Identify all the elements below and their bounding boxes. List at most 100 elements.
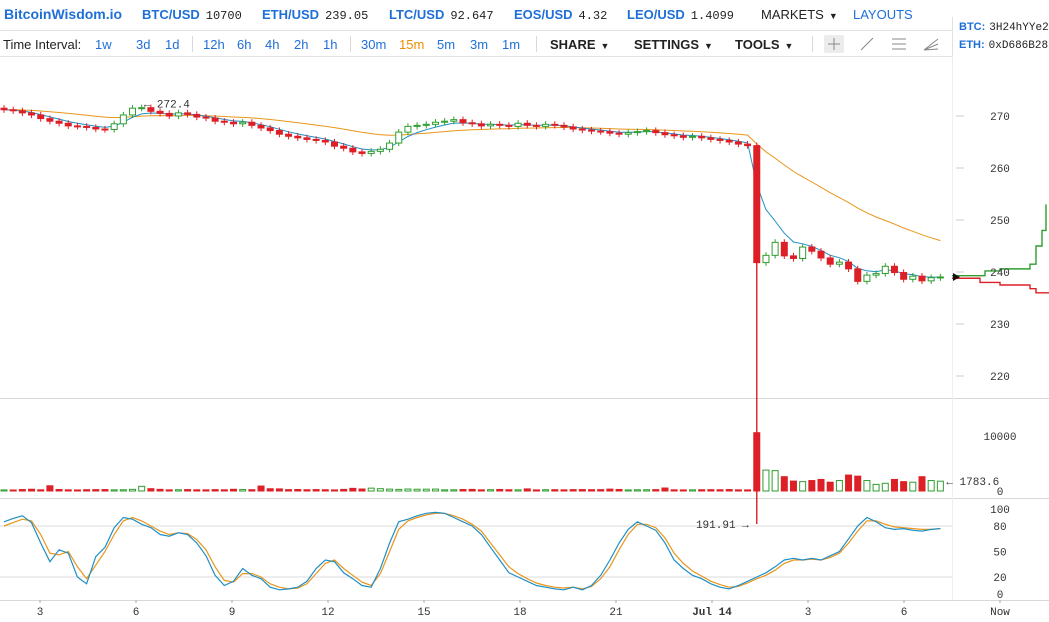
candle-body [450, 119, 458, 122]
interval-1d[interactable]: 1d [165, 37, 180, 52]
interval-1m[interactable]: 1m [502, 37, 521, 52]
candle-body [789, 255, 797, 259]
ticker-leo[interactable]: LEO/USD 1.4099 [627, 7, 735, 23]
volume-bar [505, 489, 513, 492]
candlesticks [0, 104, 944, 285]
volume-bar [707, 489, 715, 492]
candle-body [248, 121, 256, 126]
volume-bar [450, 489, 458, 492]
volume-bar [890, 478, 898, 492]
volume-bar [496, 488, 504, 492]
candle [845, 259, 853, 272]
candle-body [330, 141, 338, 147]
volume-bar [477, 489, 485, 492]
candle [110, 120, 118, 133]
time-interval-label: Time Interval: [3, 37, 82, 52]
volume-bar [597, 489, 605, 492]
candle-body [174, 112, 182, 117]
volume-bar [468, 488, 476, 492]
volume-bar [321, 489, 329, 492]
fan-icon[interactable] [921, 35, 941, 53]
eth-address[interactable]: ETH: 0xD686B28 [959, 39, 1049, 52]
trading-chart[interactable]: 220 230 240 250 260 270 0 10000 0 20 50 80 100 3 6 9 12 1… [0, 57, 1049, 622]
interval-15m[interactable]: 15m [399, 37, 425, 52]
volume-bar [817, 478, 825, 492]
interval-3d[interactable]: 3d [136, 37, 151, 52]
interval-30m[interactable]: 30m [361, 37, 387, 52]
price-tick-label: 260 [990, 164, 1010, 176]
interval-1w[interactable]: 1w [95, 37, 112, 52]
candle-body [358, 151, 366, 154]
chevron-down-icon: ▼ [704, 41, 713, 51]
candle [165, 110, 173, 120]
chevron-down-icon: ▼ [784, 41, 794, 51]
interval-1h[interactable]: 1h [323, 37, 338, 52]
candle [73, 122, 81, 130]
volume-tick-label: 10000 [983, 432, 1016, 444]
candle-body [413, 124, 421, 127]
candle-body [606, 131, 614, 134]
candle-body [560, 124, 568, 128]
volume-bar [386, 488, 394, 492]
candle [487, 121, 495, 129]
volume-bar [110, 489, 118, 492]
crosshair-icon[interactable] [824, 35, 844, 53]
candle [588, 126, 596, 135]
tools-menu[interactable]: TOOLS ▼ [735, 37, 794, 52]
interval-12h[interactable]: 12h [203, 37, 225, 52]
interval-4h[interactable]: 4h [265, 37, 280, 52]
ticker-ltc[interactable]: LTC/USD 92.647 [389, 7, 494, 23]
candle [312, 136, 320, 144]
candle [927, 274, 935, 284]
bid-depth-line [952, 204, 1047, 277]
volume-bar [184, 489, 192, 492]
candle [689, 133, 696, 141]
candle-body [734, 141, 742, 145]
volume-bar [716, 489, 724, 492]
trendline-icon[interactable] [857, 35, 877, 53]
candle-body [569, 126, 577, 130]
volume-bar [900, 481, 908, 492]
btc-address[interactable]: BTC: 3H24hYYe2 [959, 21, 1049, 34]
volume-bar [294, 489, 302, 492]
share-menu[interactable]: SHARE ▼ [550, 37, 610, 52]
candle-body [9, 109, 17, 112]
candle [156, 108, 164, 117]
candle [55, 118, 63, 127]
interval-3m[interactable]: 3m [470, 37, 489, 52]
ticker-eth[interactable]: ETH/USD 239.05 [262, 7, 369, 23]
candle-body [780, 241, 788, 257]
candle [881, 263, 889, 277]
candle [266, 124, 274, 134]
volume-bar [422, 488, 430, 492]
interval-6h[interactable]: 6h [237, 37, 252, 52]
volume-bar [532, 489, 540, 492]
candle [652, 127, 660, 136]
donation-box: BTC: 3H24hYYe2 ETH: 0xD686B28 [952, 17, 1049, 57]
candle-body [404, 125, 412, 133]
interval-2h[interactable]: 2h [294, 37, 309, 52]
fibonacci-icon[interactable] [889, 35, 909, 53]
candle-body [578, 128, 586, 131]
candle [578, 125, 586, 134]
candle-body [845, 261, 853, 270]
stoch-tick-label: 0 [997, 590, 1004, 602]
divider [350, 36, 351, 52]
ticker-btc[interactable]: BTC/USD 10700 [142, 7, 242, 23]
logo[interactable]: BitcoinWisdom.io [4, 6, 123, 22]
volume-bar [771, 470, 779, 492]
ticker-eos[interactable]: EOS/USD 4.32 [514, 7, 608, 23]
layouts-link[interactable]: LAYOUTS [853, 7, 913, 22]
candle-body [101, 128, 109, 131]
volume-bar [220, 489, 228, 492]
markets-menu[interactable]: MARKETS ▼ [761, 7, 838, 22]
candle [119, 111, 127, 127]
candle [92, 124, 100, 133]
settings-menu[interactable]: SETTINGS ▼ [634, 37, 713, 52]
candle [83, 123, 91, 131]
candle [725, 137, 733, 146]
interval-5m[interactable]: 5m [437, 37, 456, 52]
candle-body [119, 114, 127, 125]
candle [606, 128, 614, 137]
divider [812, 36, 813, 52]
